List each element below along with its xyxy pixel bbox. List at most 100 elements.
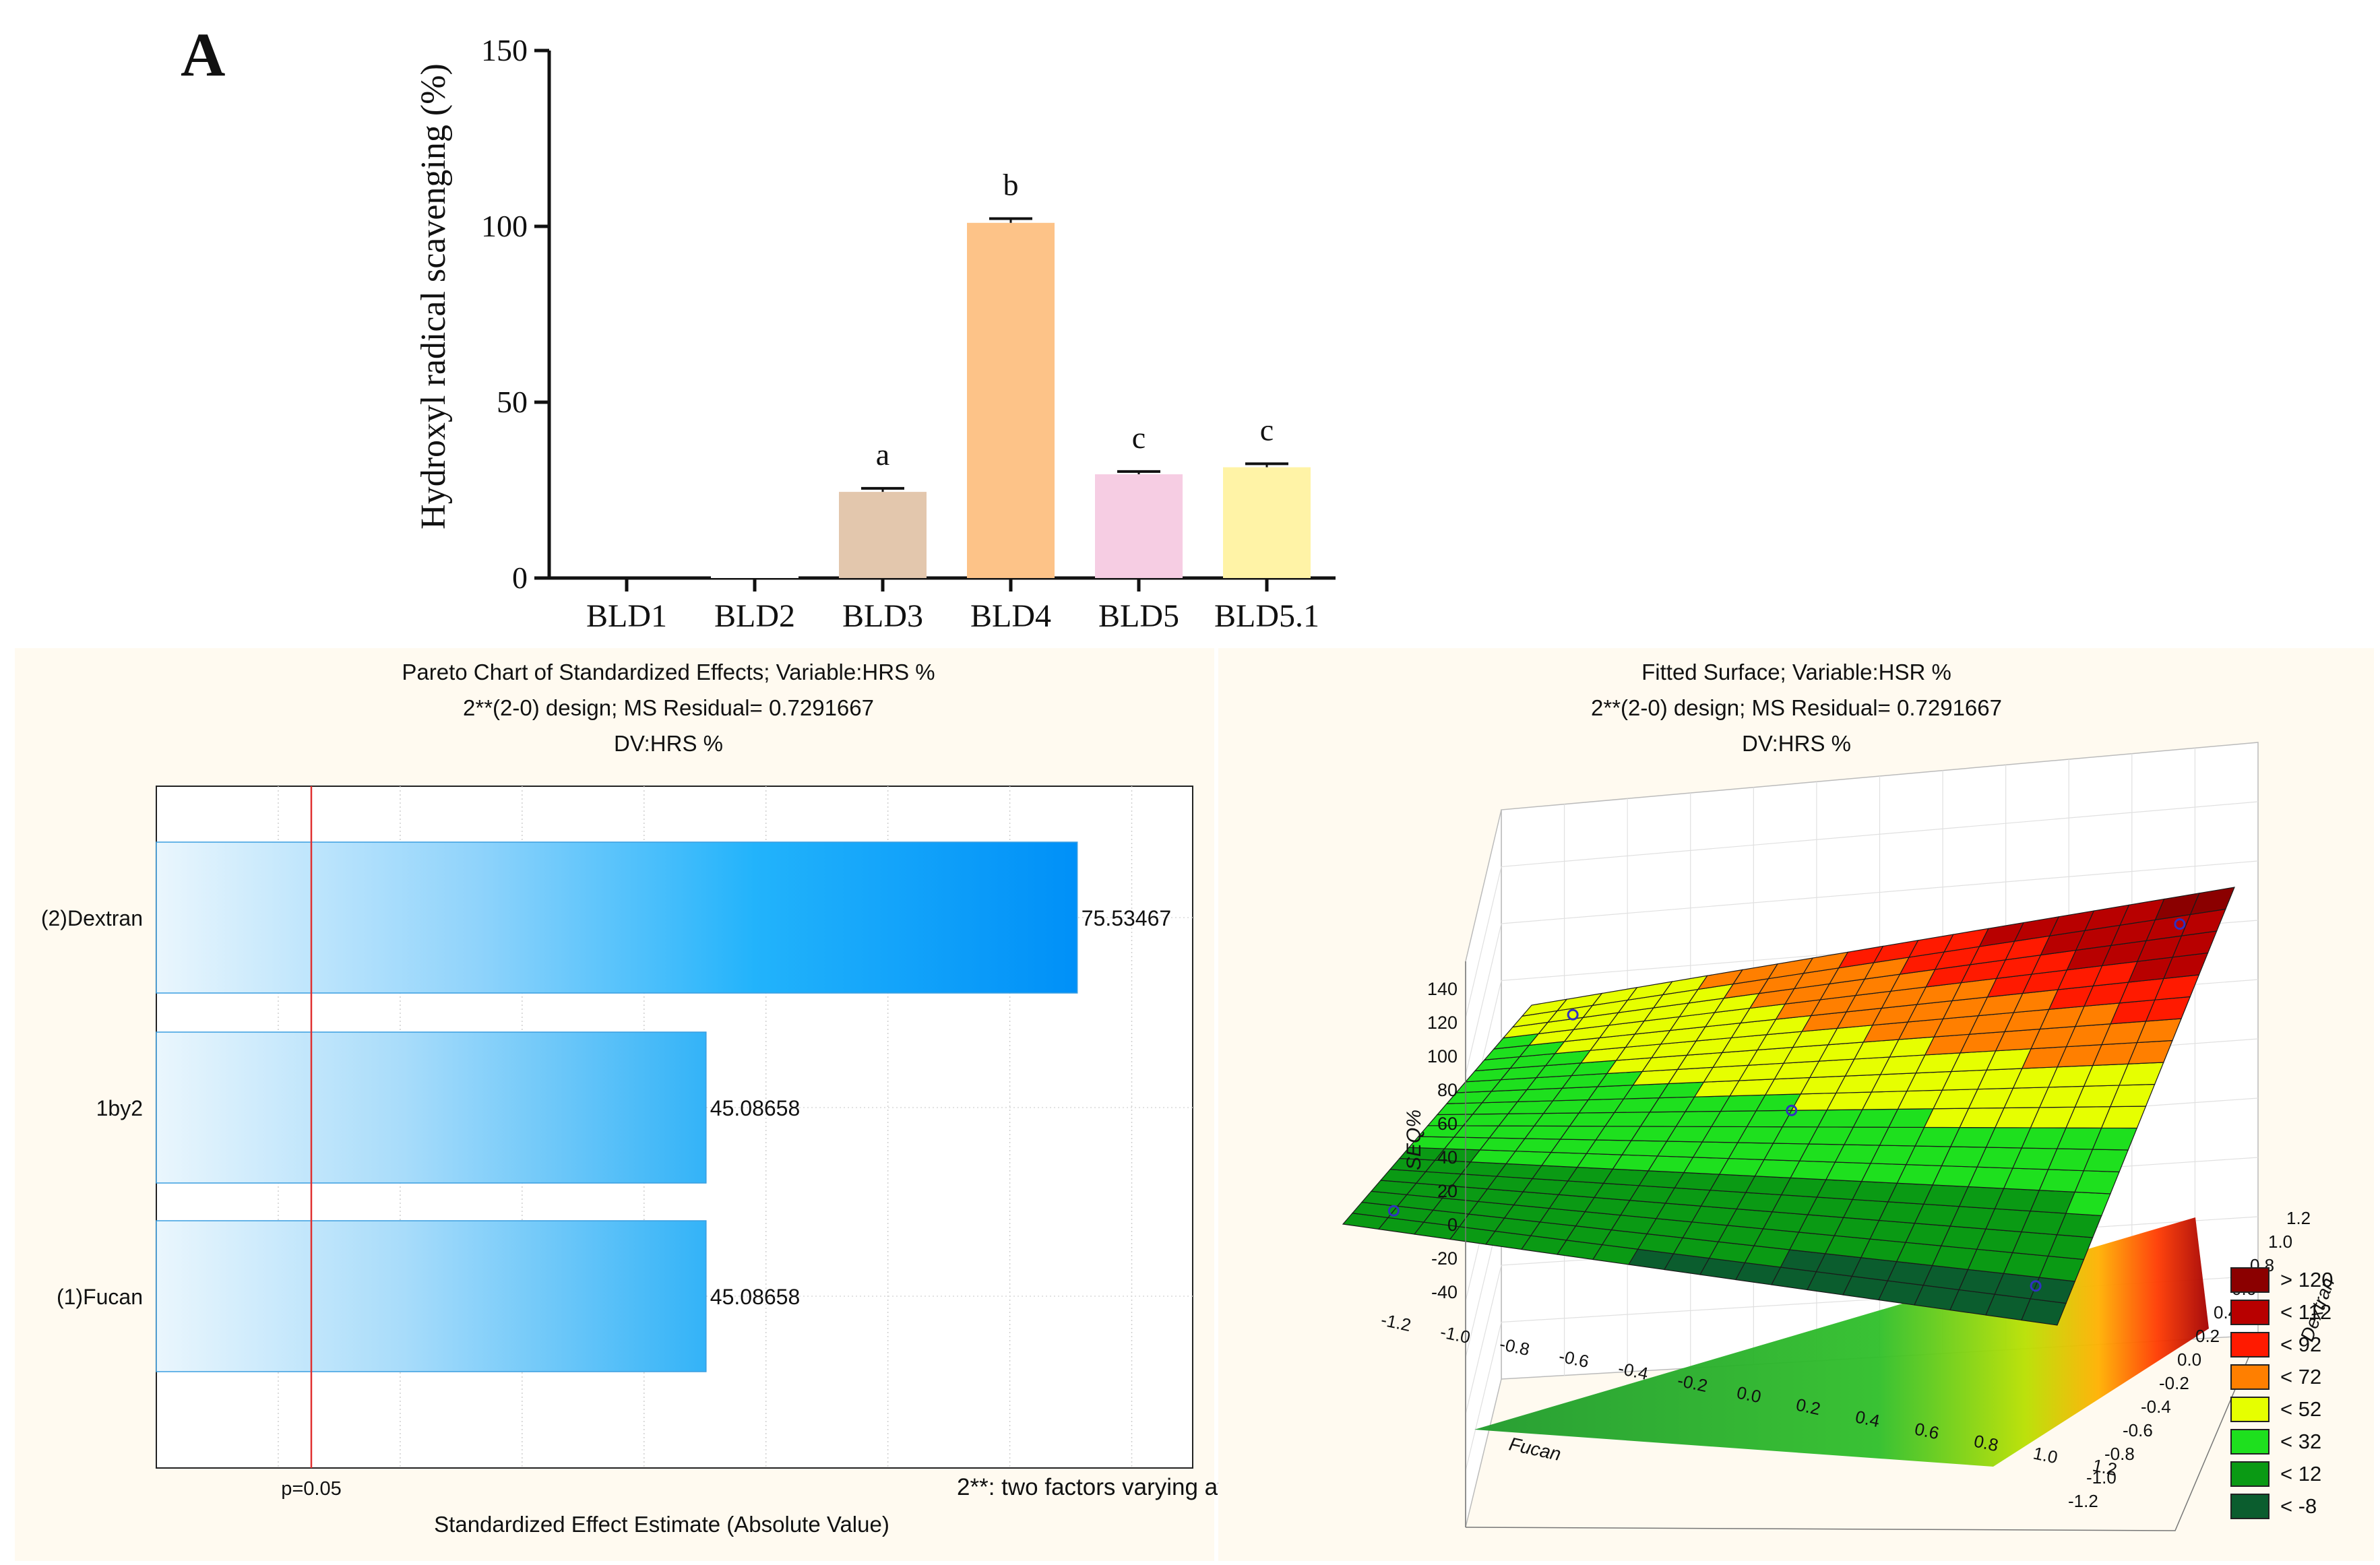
b-x-axis-label: Standardized Effect Estimate (Absolute V… xyxy=(434,1512,889,1537)
c-z-tick-label: 40 xyxy=(1437,1147,1458,1168)
panel-a: Hydroxyl radical scavenging (%) 0 50 100 15… xyxy=(377,0,1442,647)
legend-label: < 52 xyxy=(2280,1397,2322,1421)
legend-label: < 32 xyxy=(2280,1430,2322,1453)
legend-label: < 12 xyxy=(2280,1462,2322,1486)
b-title-line-2: 2**(2-0) design; MS Residual= 0.7291667 xyxy=(463,695,874,720)
c-z-tick-label: 80 xyxy=(1437,1080,1458,1100)
c-x-tick-label: 1.2 xyxy=(2091,1455,2119,1480)
c-y-tick-label: -0.8 xyxy=(2104,1444,2135,1464)
legend-label: < 92 xyxy=(2280,1333,2322,1356)
b-bar-fucan xyxy=(156,1220,707,1372)
c-data-point xyxy=(1786,1104,1798,1116)
c-wall-gridline xyxy=(1465,1265,1502,1415)
legend-swatch xyxy=(2230,1300,2269,1325)
c-z-tick-label: 120 xyxy=(1427,1013,1458,1033)
panel-b: Pareto Chart of Standardized Effects; Va… xyxy=(15,648,1214,1561)
a-significance-letter: b xyxy=(1003,168,1019,202)
b-title-line-3: DV:HRS % xyxy=(614,731,723,756)
b-bar-dextran xyxy=(156,841,1078,994)
legend-item: < -8 xyxy=(2230,1493,2317,1520)
c-x-axis-label: Fucan xyxy=(1507,1434,1563,1465)
panel-c-surface-plot: Fitted Surface; Variable:HSR % 2**(2-0) … xyxy=(1342,660,2338,1531)
a-bar-bld2 xyxy=(711,574,798,578)
legend-item: > 120 xyxy=(2230,1267,2333,1293)
b-title-line-1: Pareto Chart of Standardized Effects; Va… xyxy=(402,660,935,684)
c-y-tick-label: 1.0 xyxy=(2268,1232,2292,1252)
c-z-tick-label: 0 xyxy=(1447,1215,1458,1235)
c-wall-gridline xyxy=(1501,860,2259,924)
legend-label: < 72 xyxy=(2280,1365,2322,1388)
c-z-tick-label: 60 xyxy=(1437,1114,1458,1134)
c-wall-gridline xyxy=(1465,1322,1502,1471)
a-bar-bld5.1 xyxy=(1223,467,1311,578)
c-x-tick-label: -1.2 xyxy=(1379,1310,1413,1336)
a-x-tick-label: BLD5 xyxy=(1098,598,1179,634)
panel-b-pareto-chart: Pareto Chart of Standardized Effects; Va… xyxy=(41,660,1193,1537)
c-x-tick-label: 0.8 xyxy=(1972,1431,2001,1456)
c-title-line-1: Fitted Surface; Variable:HSR % xyxy=(1641,660,1951,684)
legend-item: < 112 xyxy=(2230,1299,2331,1326)
c-data-point xyxy=(2174,918,2186,930)
b-category-label: (1)Fucan xyxy=(57,1285,143,1309)
a-significance-letter: a xyxy=(876,437,889,472)
legend-item: < 52 xyxy=(2230,1396,2321,1423)
a-significance-letter: c xyxy=(1132,420,1146,455)
a-x-tick-label: BLD4 xyxy=(970,598,1051,634)
c-x-tick-label: 0.0 xyxy=(1735,1382,1763,1407)
a-y-tick-label: 0 xyxy=(512,561,528,595)
panel-a-bar-chart: Hydroxyl radical scavenging (%) 0 50 100 15… xyxy=(414,33,1336,634)
legend-item: < 12 xyxy=(2230,1461,2321,1488)
c-x-tick-label: 0.6 xyxy=(1913,1419,1941,1444)
c-z-tick-label: 140 xyxy=(1427,979,1458,999)
c-title-line-3: DV:HRS % xyxy=(1742,731,1851,756)
legend-swatch xyxy=(2230,1332,2269,1358)
a-bar-bld5 xyxy=(1095,474,1183,578)
c-title-line-2: 2**(2-0) design; MS Residual= 0.7291667 xyxy=(1591,695,2002,720)
panel-letter-a: A xyxy=(181,20,226,89)
a-y-tick-label: 100 xyxy=(481,209,528,243)
a-y-axis-label: Hydroxyl radical scavenging (%) xyxy=(414,63,453,530)
c-wall-gridline xyxy=(1501,801,2259,868)
legend-swatch xyxy=(2230,1364,2269,1390)
legend-swatch xyxy=(2230,1429,2269,1455)
c-x-tick-label: 0.2 xyxy=(1794,1395,1823,1419)
c-data-point xyxy=(2030,1280,2042,1292)
c-y-tick-label: -1.0 xyxy=(2086,1467,2117,1488)
c-data-point xyxy=(1567,1009,1579,1021)
c-y-tick-label: -0.6 xyxy=(2123,1420,2153,1440)
c-y-tick-label: -0.4 xyxy=(2141,1397,2171,1417)
c-z-tick-label: 20 xyxy=(1437,1181,1458,1201)
a-y-tick-label: 50 xyxy=(497,385,528,419)
c-y-tick-label: 1.2 xyxy=(2286,1208,2311,1228)
c-x-tick-label: 1.0 xyxy=(2032,1443,2060,1468)
a-y-tick-label: 150 xyxy=(481,33,528,67)
legend-label: < -8 xyxy=(2280,1494,2317,1518)
c-z-tick-label: -40 xyxy=(1431,1282,1458,1302)
legend-swatch xyxy=(2230,1494,2269,1519)
legend-swatch xyxy=(2230,1397,2269,1422)
legend-item: < 92 xyxy=(2230,1331,2321,1358)
legend-label: < 112 xyxy=(2280,1300,2332,1324)
legend-item: < 72 xyxy=(2230,1364,2321,1391)
a-x-tick-label: BLD1 xyxy=(586,598,667,634)
c-data-point xyxy=(1387,1205,1400,1217)
panel-c: Fitted Surface; Variable:HSR % 2**(2-0) … xyxy=(1218,648,2374,1561)
c-z-axis-label: SEQ% xyxy=(1403,1110,1425,1170)
a-x-tick-label: BLD5.1 xyxy=(1214,598,1319,634)
b-bar-interaction xyxy=(156,1031,707,1184)
legend-item: < 32 xyxy=(2230,1428,2321,1455)
a-x-tick-label: BLD2 xyxy=(714,598,795,634)
c-wall-gridline xyxy=(1465,923,1502,1075)
c-z-tick-label: -20 xyxy=(1431,1248,1458,1269)
surface-legend: > 120 < 112 < 92 < 72 < 52 < 32 < 12 < -8 xyxy=(2230,1267,2369,1536)
c-x-tick-label: 0.4 xyxy=(1854,1407,1882,1432)
c-z-tick-label: 100 xyxy=(1427,1046,1458,1066)
b-bar-value-label: 45.08658 xyxy=(710,1285,800,1309)
b-threshold-label: p=0.05 xyxy=(281,1478,342,1500)
c-y-tick-label: 0.0 xyxy=(2177,1349,2201,1370)
c-y-tick-label: 0.2 xyxy=(2195,1326,2220,1346)
c-wall-gridline xyxy=(1465,866,1502,1019)
legend-swatch xyxy=(2230,1267,2269,1293)
b-category-label: (2)Dextran xyxy=(41,906,143,930)
a-bar-bld3 xyxy=(839,492,927,578)
